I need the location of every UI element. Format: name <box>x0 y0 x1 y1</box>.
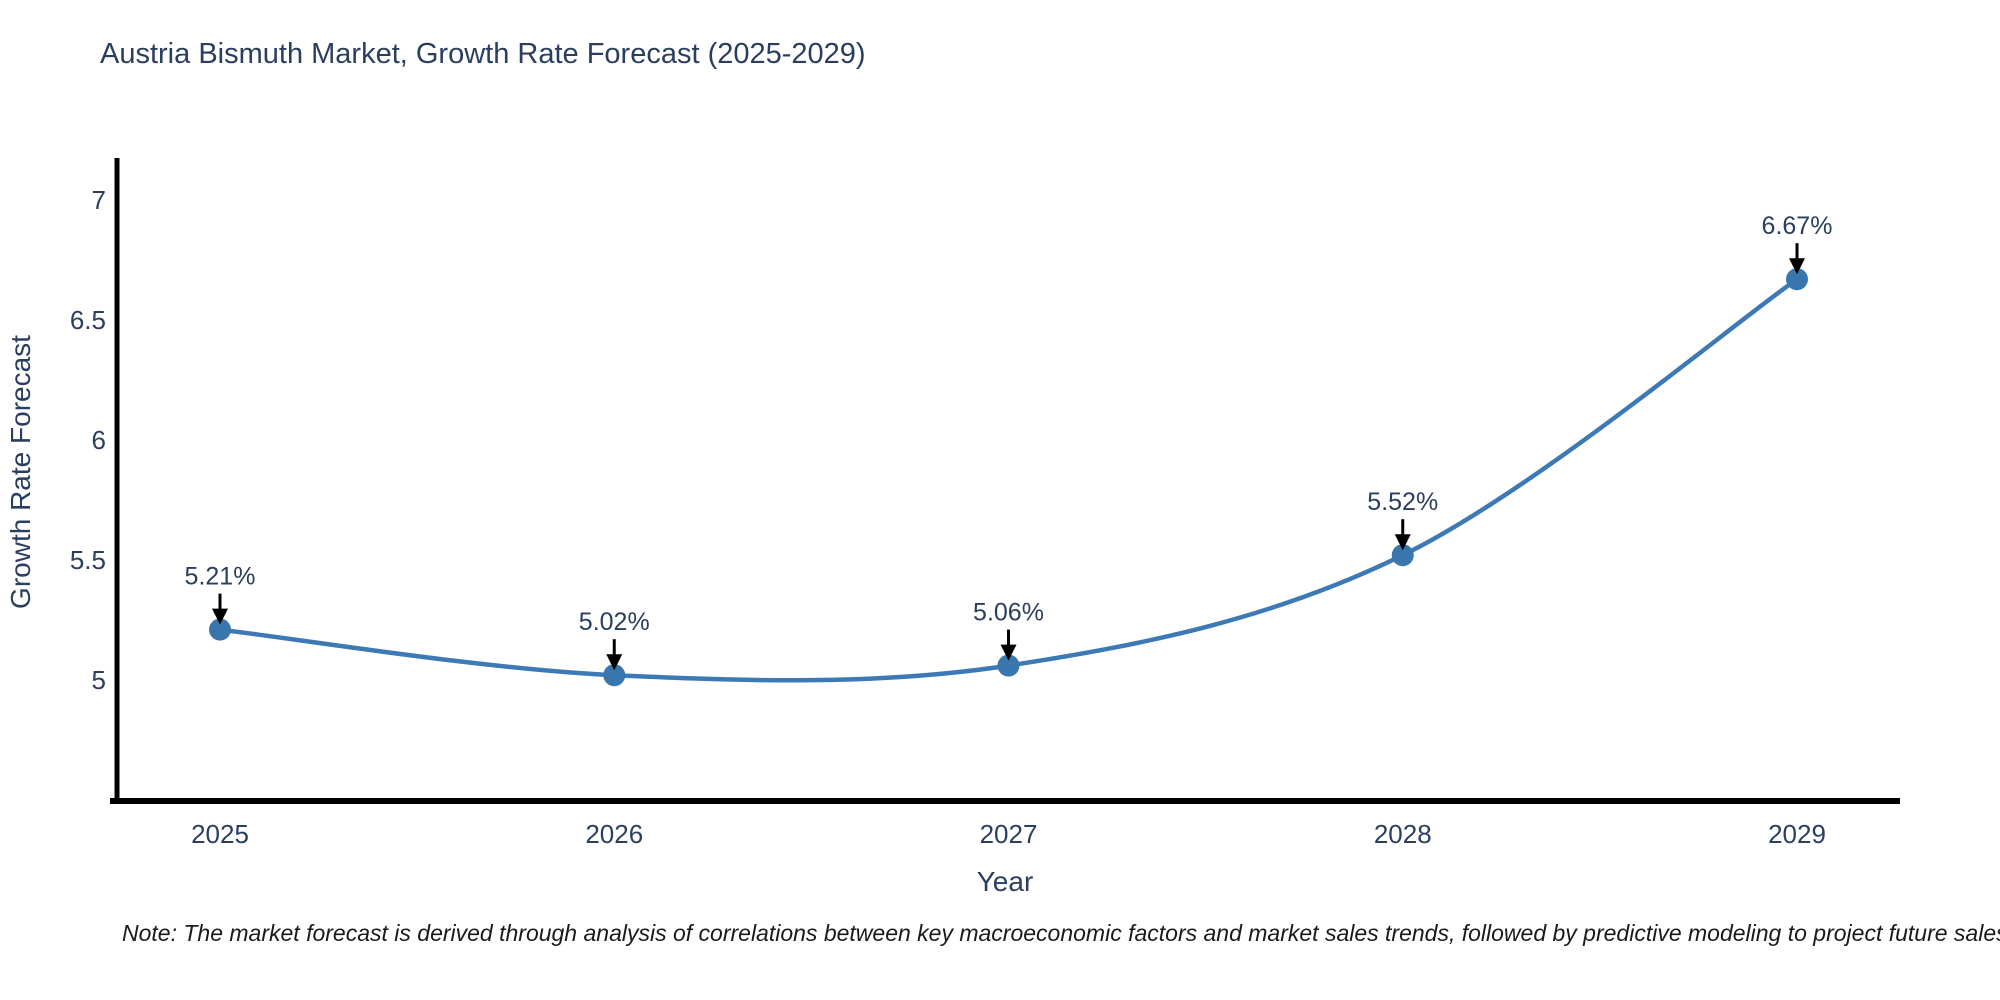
data-point <box>209 618 231 641</box>
footnote: Note: The market forecast is derived thr… <box>122 920 2000 946</box>
data-point-annotation: 5.06% <box>973 599 1044 627</box>
y-axis-title: Growth Rate Forecast <box>5 335 36 609</box>
y-tick-label: 6 <box>92 425 106 455</box>
forecast-line <box>217 276 1800 683</box>
chart-title: Austria Bismuth Market, Growth Rate Fore… <box>100 38 866 70</box>
data-point-annotation: 5.02% <box>579 608 650 636</box>
x-tick-label: 2026 <box>585 819 643 849</box>
data-point <box>1786 268 1808 291</box>
annotation-arrowhead <box>1394 534 1411 551</box>
data-point <box>603 664 626 687</box>
annotation-arrowhead <box>1789 258 1805 275</box>
data-point <box>997 654 1020 677</box>
data-point-annotation: 5.52% <box>1367 488 1438 516</box>
data-point-annotation: 5.21% <box>185 563 256 591</box>
y-tick-label: 7 <box>92 185 106 215</box>
x-tick-label: 2025 <box>191 819 249 849</box>
data-point-annotation: 6.67% <box>1762 212 1833 240</box>
x-tick-label: 2028 <box>1374 819 1432 849</box>
annotation-arrowhead <box>212 608 228 625</box>
annotation-arrowhead <box>1000 644 1017 661</box>
x-axis-title: Year <box>977 866 1034 897</box>
y-tick-label: 6.5 <box>70 305 106 335</box>
data-point <box>1391 544 1414 567</box>
y-tick-label: 5.5 <box>70 545 106 575</box>
x-tick-label: 2029 <box>1768 819 1826 849</box>
x-tick-label: 2027 <box>980 819 1038 849</box>
y-tick-label: 5 <box>92 665 106 695</box>
annotation-arrowhead <box>606 654 623 671</box>
